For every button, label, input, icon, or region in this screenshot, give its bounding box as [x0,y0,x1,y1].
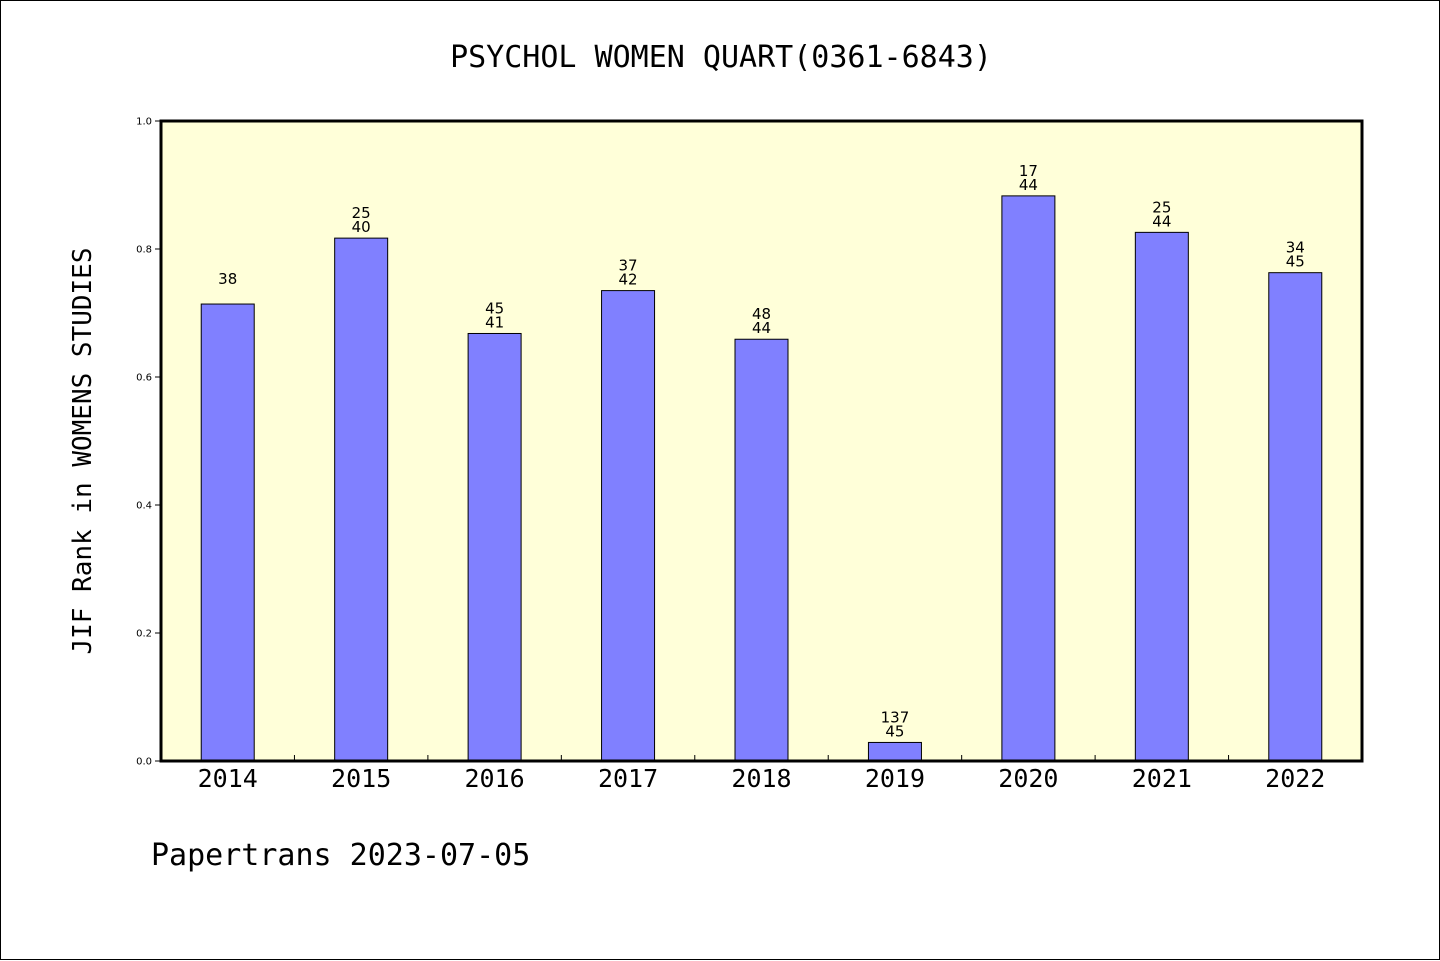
bars-layer [200,195,1323,762]
bar-total-label: 40 [352,218,371,236]
x-tick-label: 2017 [598,764,658,793]
bar-2022 [1268,272,1323,762]
y-axis-label: JIF Rank in WOMENS STUDIES [68,248,98,655]
bar-total-label: 44 [752,319,771,337]
chart-title: PSYCHOL WOMEN QUART(0361-6843) [450,40,992,75]
y-tick-label: 0.4 [136,501,152,512]
bar-rank-label: 137 [881,708,910,726]
y-tick-label: 1.0 [136,117,152,128]
y-tick-label: 0.8 [136,245,152,256]
y-tick-label: 0.6 [136,373,152,384]
bar-total-label: 38 [218,270,237,288]
y-axis: 0.0 0.2 0.4 0.6 0.8 1.0 [136,117,161,768]
bar-rank-label: 25 [352,204,371,222]
bar-rank-label: 48 [752,305,771,323]
plot-border [159,119,1364,763]
bar-total-label: 44 [1152,212,1171,230]
x-tick-label: 2019 [865,764,925,793]
bar-total-label: 45 [1286,253,1305,271]
bar-rank-label: 17 [1019,162,1038,180]
bar-total-label: 44 [1019,176,1038,194]
x-tick-label: 2015 [331,764,391,793]
bar-total-label: 42 [619,271,638,289]
bar-rank-label: 25 [1152,198,1171,216]
bar-total-label: 45 [885,722,904,740]
x-tick-label: 2016 [465,764,525,793]
footer-text: Papertrans 2023-07-05 [151,838,530,873]
x-axis: 2014 2015 2016 2017 2018 2019 2020 2021 2022 [198,755,1325,793]
x-tick-label: 2014 [198,764,258,793]
bar-2019 [867,741,922,762]
bar-rank-label: 45 [485,299,504,317]
x-tick-label: 2018 [731,764,791,793]
bar-2015 [334,237,389,762]
x-tick-label: 2020 [998,764,1058,793]
y-tick-label: 0.0 [136,757,152,768]
bar-2014 [200,303,255,762]
bar-2021 [1134,231,1189,762]
bar-total-label: 41 [485,313,504,331]
x-tick-label: 2022 [1265,764,1325,793]
bar-2017 [601,290,656,762]
y-tick-label: 0.2 [136,629,152,640]
bar-rank-label: 34 [1286,239,1305,257]
bar-2016 [467,332,522,762]
bar-2020 [1001,195,1056,762]
bar-2018 [734,338,789,762]
bar-rank-label: 37 [619,257,638,275]
x-tick-label: 2021 [1132,764,1192,793]
